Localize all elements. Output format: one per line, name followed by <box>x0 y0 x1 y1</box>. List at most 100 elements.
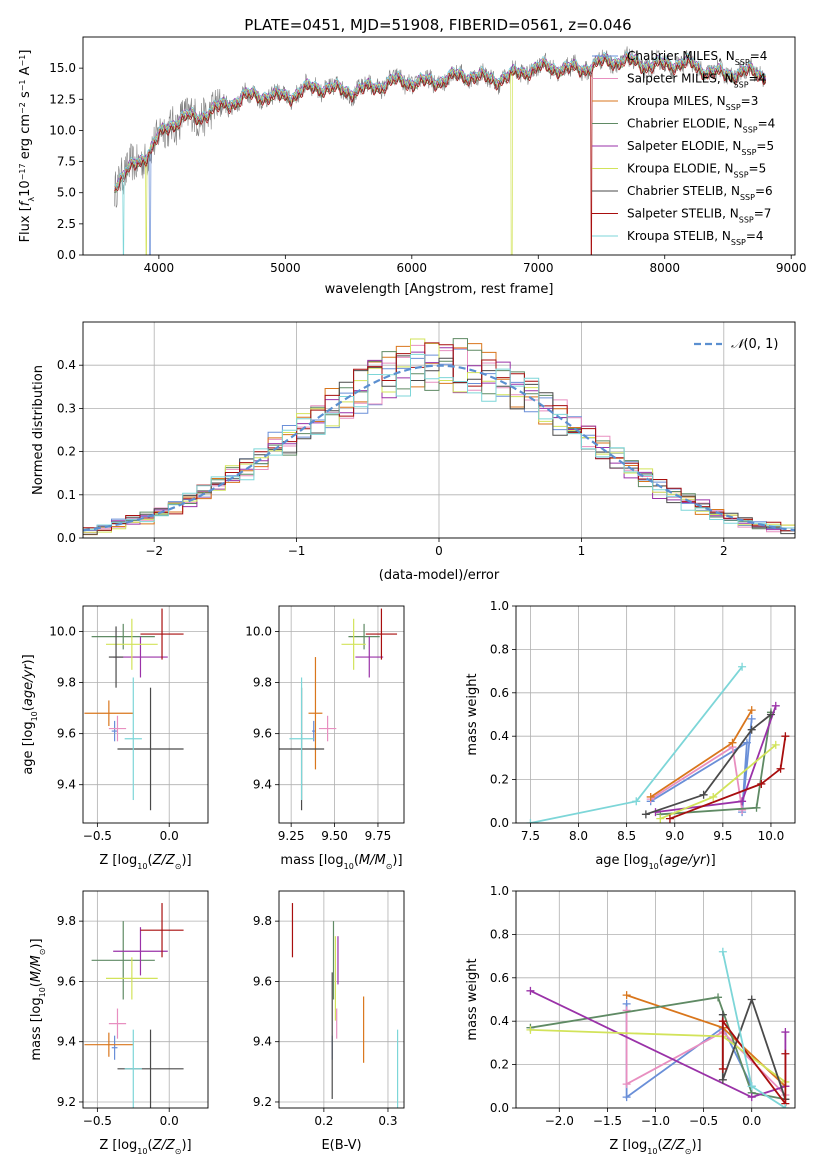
weight-marker <box>747 706 756 715</box>
plot-area-residuals <box>83 322 795 538</box>
x-tick-label: 0.3 <box>378 1114 397 1128</box>
axes-frame <box>82 36 796 256</box>
weight-marker <box>526 819 535 823</box>
x-tick-label: −1.0 <box>641 1114 670 1128</box>
weight-marker <box>665 814 674 823</box>
plot-area-mass_weight_vs_Z <box>516 891 795 1108</box>
x-tick-label: 8.0 <box>569 829 588 843</box>
weight-marker <box>771 701 780 710</box>
y-tick-label: 9.8 <box>57 914 76 928</box>
y-tick-label: 10.0 <box>245 625 272 639</box>
panel-spectrum: 4000 5000 6000 7000 8000 9000 0.0 2.5 5.0 7.5 10.0… <box>18 36 807 297</box>
y-tick-label: 1.0 <box>490 884 509 898</box>
legend-entry: Kroupa MILES, NSSP=3 <box>627 94 758 112</box>
y-axis-label: mass weight <box>465 958 480 1040</box>
figure-title: PLATE=0451, MJD=51908, FIBERID=0561, z=0… <box>244 16 631 34</box>
axes-frame <box>82 321 796 539</box>
y-tick-label: 10.0 <box>49 123 76 137</box>
weight-marker <box>781 1049 790 1058</box>
weight-marker <box>641 810 650 819</box>
y-tick-label: 5.0 <box>57 186 76 200</box>
panel-age_vs_mass: 9.25 9.50 9.75 9.4 9.6 9.8 10.0 mass [log10(M/M… <box>245 605 405 871</box>
y-tick-label: 0.3 <box>57 401 76 415</box>
model-spectrum-line <box>114 52 767 255</box>
weight-marker <box>738 805 747 814</box>
weight-marker <box>656 814 665 823</box>
x-tick-label: 8.5 <box>617 829 636 843</box>
axes-frame <box>278 890 405 1109</box>
weight-marker <box>622 1080 631 1089</box>
y-axis-label: mass [log10(M/M⊙)] <box>29 938 47 1060</box>
y-tick-label: 9.4 <box>57 1035 76 1049</box>
y-tick-label: 0.0 <box>490 1101 509 1115</box>
plot-area-spectrum <box>114 46 767 255</box>
x-tick-label: 9.75 <box>365 829 392 843</box>
x-tick-label: 0.0 <box>742 1114 761 1128</box>
x-axis-label: Z [log10(Z/Z⊙)] <box>99 853 191 871</box>
y-tick-label: 0.0 <box>57 531 76 545</box>
panel-mass_vs_Z: −0.5 0.0 9.2 9.4 9.6 9.8 Z [log10(Z/Z⊙)] mass [… <box>29 890 209 1156</box>
x-axis-label: wavelength [Angstrom, rest frame] <box>325 282 554 297</box>
y-tick-label: 15.0 <box>49 61 76 75</box>
x-tick-label: 0.0 <box>160 829 179 843</box>
weight-marker <box>738 797 747 806</box>
axes-frame <box>82 605 209 824</box>
y-tick-label: 9.6 <box>253 974 272 988</box>
x-axis-label: Z [log10(Z/Z⊙)] <box>609 1138 701 1156</box>
axes-frame <box>515 890 796 1109</box>
weight-line <box>645 713 772 816</box>
legend-entry: Kroupa STELIB, NSSP=4 <box>627 229 764 247</box>
y-tick-label: 9.2 <box>57 1095 76 1109</box>
x-tick-label: 9000 <box>776 261 807 275</box>
y-axis-label: mass weight <box>465 673 480 755</box>
weight-line <box>669 736 787 820</box>
y-tick-label: 2.5 <box>57 217 76 231</box>
plot-area-mass_weight_vs_age <box>516 606 795 823</box>
weight-marker <box>714 993 723 1002</box>
y-tick-label: 0.8 <box>490 927 509 941</box>
x-tick-label: 0 <box>435 544 443 558</box>
x-tick-label: 9.5 <box>713 829 732 843</box>
panel-mass_vs_ebv: 0.2 0.3 9.2 9.4 9.6 9.8 E(B-V) <box>253 890 405 1153</box>
x-tick-label: 9.25 <box>278 829 305 843</box>
y-tick-label: 9.2 <box>253 1095 272 1109</box>
weight-marker <box>622 1006 631 1015</box>
y-axis-label: Flux [fλ10−17 erg cm−2 s−1 A−1] <box>18 50 36 243</box>
legend-entry: Kroupa ELODIE, NSSP=5 <box>627 162 766 180</box>
x-tick-label: 9.50 <box>321 829 348 843</box>
weight-marker <box>728 738 737 747</box>
weight-line <box>650 745 743 811</box>
y-tick-label: 0.4 <box>57 358 76 372</box>
weight-line <box>650 718 753 813</box>
weight-marker <box>718 1017 727 1026</box>
weight-marker <box>718 947 727 956</box>
weight-line <box>650 709 753 798</box>
plot-area-mass_vs_Z <box>83 891 208 1108</box>
weight-line <box>721 1018 787 1107</box>
axes-frame <box>278 605 405 824</box>
axes-frame <box>515 605 796 824</box>
y-tick-label: 0.2 <box>57 445 76 459</box>
x-tick-label: 10.0 <box>758 829 785 843</box>
y-tick-label: 9.6 <box>253 727 272 741</box>
weight-marker <box>526 1025 535 1034</box>
x-tick-label: −1.5 <box>593 1114 622 1128</box>
weight-marker <box>718 1064 727 1073</box>
y-tick-label: 9.8 <box>253 914 272 928</box>
plot-area-mass_vs_ebv <box>279 891 404 1108</box>
x-tick-label: −2 <box>145 544 163 558</box>
y-tick-label: 7.5 <box>57 155 76 169</box>
x-tick-label: 6000 <box>397 261 428 275</box>
y-tick-label: 9.4 <box>253 1035 272 1049</box>
residual-histogram <box>83 353 795 531</box>
model-spectrum-line <box>114 52 767 192</box>
weight-marker <box>771 740 780 749</box>
weight-marker <box>526 986 535 995</box>
weight-marker <box>699 790 708 799</box>
y-tick-label: 9.4 <box>253 778 272 792</box>
panel-mass_weight_vs_age: 7.5 8.0 8.5 9.0 9.5 10.0 0.0 0.2 0.4 0.6 0.8 1.0 age… <box>465 599 796 871</box>
y-tick-label: 9.4 <box>57 778 76 792</box>
model-spectrum-line <box>114 53 767 189</box>
weight-marker <box>622 991 631 1000</box>
y-tick-label: 0.4 <box>490 729 509 743</box>
